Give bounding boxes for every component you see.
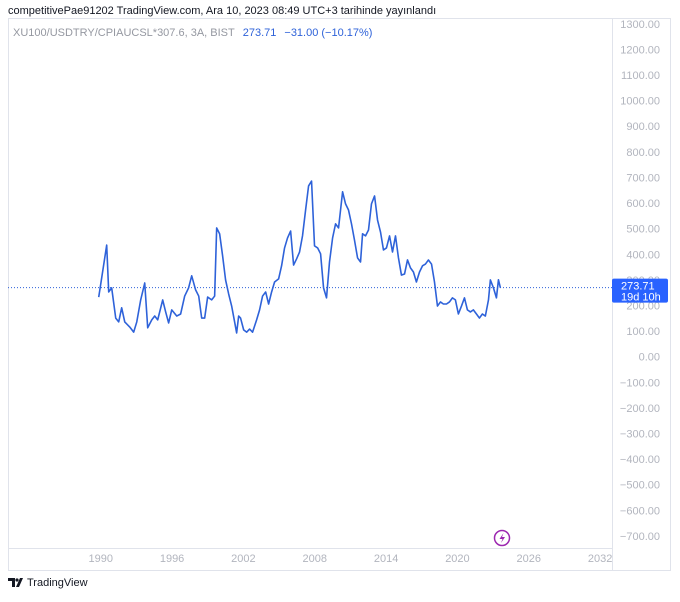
- x-tick-label: 2008: [303, 553, 327, 565]
- x-tick-label: 2020: [445, 553, 469, 565]
- y-tick-label: 0.00: [639, 352, 660, 364]
- logo: [8, 578, 23, 587]
- y-tick-label: 800.00: [626, 147, 660, 159]
- price-tag-value: 273.71: [621, 281, 655, 293]
- alert-bolt[interactable]: [499, 533, 506, 543]
- y-tick-label: −700.00: [620, 531, 660, 543]
- y-tick-label: 1000.00: [620, 96, 660, 108]
- x-tick-label: 2002: [231, 553, 255, 565]
- x-tick-label: 2026: [517, 553, 541, 565]
- x-tick-label: 1990: [88, 553, 112, 565]
- x-tick-label: 2032: [588, 553, 612, 565]
- y-tick-label: 1300.00: [620, 19, 660, 31]
- alert-icon[interactable]: [493, 529, 511, 547]
- legend-name: XU100/USDTRY/CPIAUCSL*307.6, 3A, BIST: [13, 27, 235, 39]
- x-tick-label: 1996: [160, 553, 184, 565]
- legend-change: −31.00 (−10.17%): [284, 27, 372, 39]
- y-tick-label: 900.00: [626, 121, 660, 133]
- price-tag: [612, 278, 668, 303]
- y-tick-label: 600.00: [626, 198, 660, 210]
- y-tick-label: 100.00: [626, 326, 660, 338]
- y-tick-label: 1100.00: [621, 70, 660, 82]
- y-tick-label: 1200.00: [620, 44, 660, 56]
- y-tick-label: −300.00: [620, 428, 660, 440]
- price-tag-countdown: 19d 10h: [621, 292, 661, 304]
- series-line: [97, 180, 502, 334]
- legend-last: 273.71: [243, 27, 277, 39]
- y-tick-label: −500.00: [620, 480, 660, 492]
- chart-frame: [8, 18, 671, 571]
- y-tick-label: −600.00: [620, 505, 660, 517]
- y-tick-label: 700.00: [626, 172, 660, 184]
- y-tick-label: −200.00: [620, 403, 660, 415]
- footer: TradingView: [27, 577, 88, 589]
- logo-mark: [8, 578, 23, 587]
- y-tick-label: 500.00: [626, 224, 660, 236]
- legend: XU100/USDTRY/CPIAUCSL*307.6, 3A, BIST 273…: [13, 27, 372, 39]
- header: competitivePae91202 TradingView.com, Ara…: [8, 5, 436, 17]
- y-tick-label: −400.00: [620, 454, 660, 466]
- y-tick-label: 200.00: [626, 300, 660, 312]
- logo-dot: [15, 578, 19, 582]
- y-tick-label: −100.00: [620, 377, 660, 389]
- x-tick-label: 2014: [374, 553, 398, 565]
- y-tick-label: 400.00: [626, 249, 660, 261]
